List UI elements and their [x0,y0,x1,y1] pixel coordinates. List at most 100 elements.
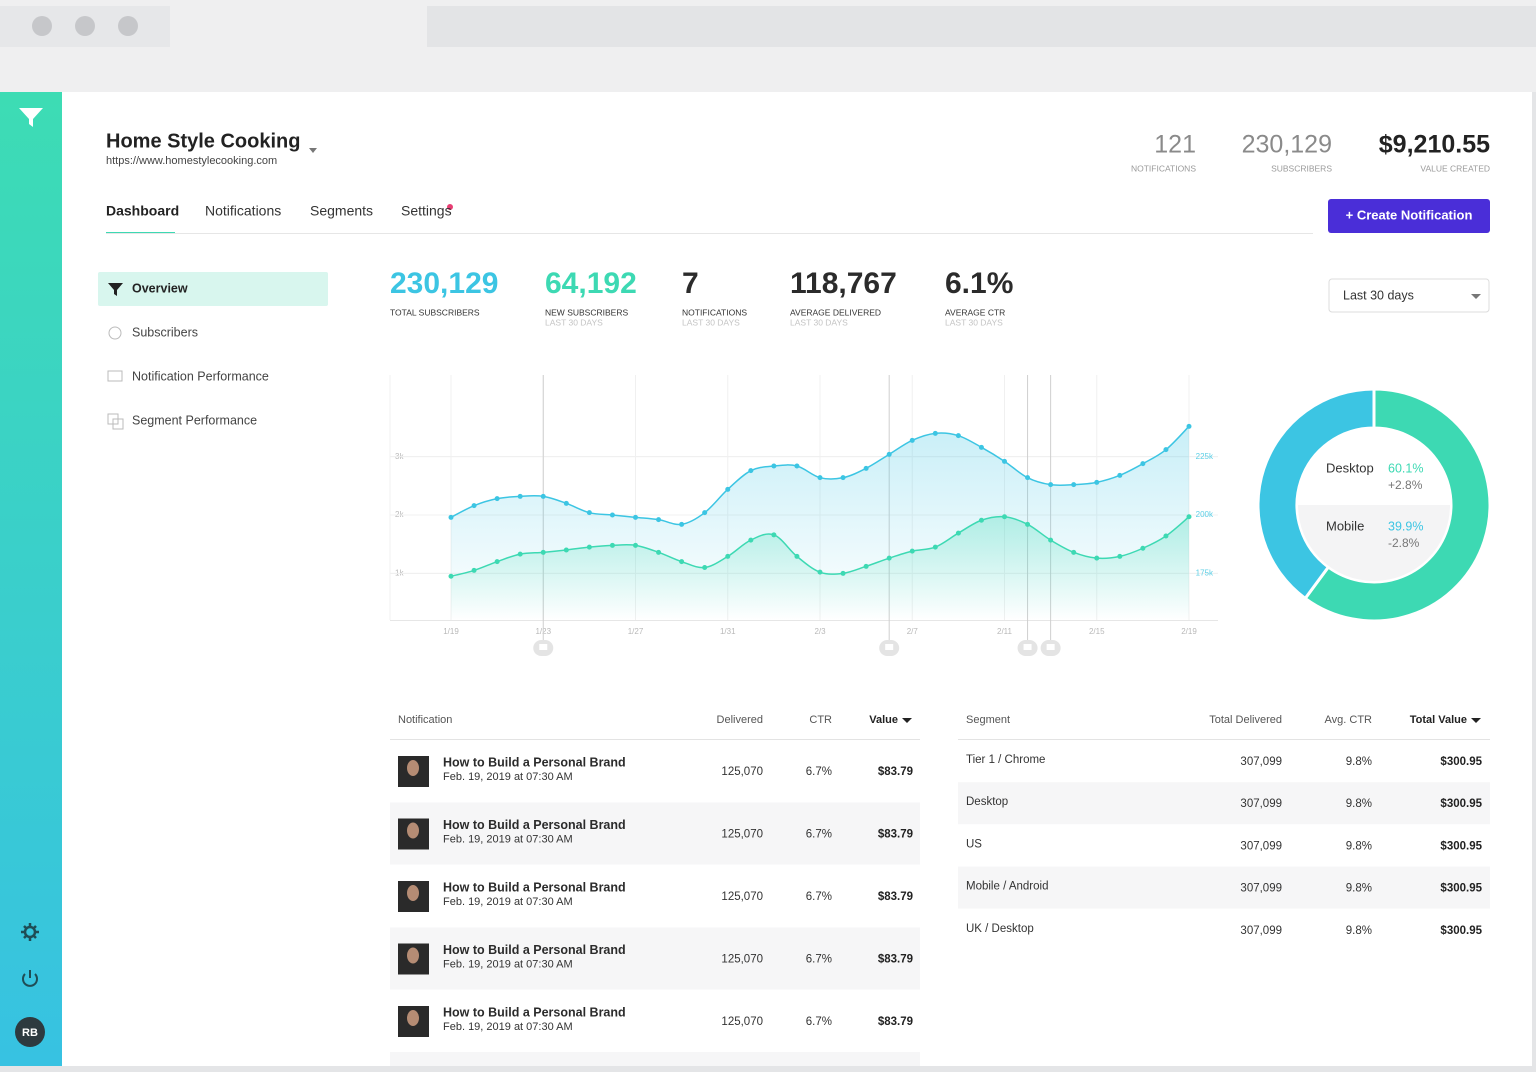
sidebar [0,92,62,1066]
segment-name[interactable]: Desktop [966,796,1008,808]
kpi-sublabel: LAST 30 DAYS [945,317,1003,327]
data-point [932,544,938,550]
site-dropdown[interactable] [309,148,317,153]
cell: 307,099 [1240,883,1282,895]
tab[interactable]: Segments [310,203,373,219]
notification-title[interactable]: How to Build a Personal Brand [443,880,626,894]
nav-item[interactable]: Overview [132,281,188,295]
cell: 125,070 [721,954,763,966]
window-button[interactable] [118,16,138,36]
nav-icon [107,370,123,382]
dropdown-caret [1471,294,1481,299]
cell: $300.95 [1440,883,1482,895]
x-tick-label: 2/3 [814,627,826,636]
date-dropdown[interactable] [1328,278,1490,313]
cell: $300.95 [1440,798,1482,810]
date-filter[interactable]: Last 30 days [1343,288,1414,302]
data-point [817,475,823,481]
data-point [978,517,984,523]
data-point [955,433,961,439]
data-point [448,573,454,579]
kpi-label: AVERAGE CTR [945,307,1005,317]
stat-value: 121 [1154,131,1196,159]
notification-title[interactable]: How to Build a Personal Brand [443,943,626,957]
segment-name[interactable]: UK / Desktop [966,923,1034,935]
table-row [958,782,1490,825]
cell: 6.7% [806,1016,832,1028]
kpi-value: 6.1% [945,267,1013,300]
data-point [932,430,938,436]
settings-icon[interactable] [21,923,39,941]
kpi-label: TOTAL SUBSCRIBERS [390,307,480,317]
kpi-value: 118,767 [790,267,897,300]
data-point [1071,482,1077,488]
nav-item[interactable]: Segment Performance [132,413,257,427]
data-point [517,551,523,557]
tab[interactable]: Notifications [205,203,281,219]
data-point [748,537,754,543]
button-label[interactable]: + Create Notification [1346,207,1473,222]
data-point [633,514,638,520]
data-point [725,486,731,492]
x-tick-label: 1/19 [443,627,459,636]
nav-active-bg [98,272,328,306]
data-point [955,530,961,536]
legend-change: -2.8% [1388,536,1420,550]
segment-name[interactable]: Mobile / Android [966,881,1048,893]
notification-title[interactable]: How to Build a Personal Brand [443,818,626,832]
cell: 125,070 [721,891,763,903]
cell: $300.95 [1440,840,1482,852]
notification-title[interactable]: How to Build a Personal Brand [443,1005,626,1019]
event-marker-icon [1023,644,1032,650]
x-tick-label: 2/15 [1089,627,1105,636]
logo[interactable] [19,108,43,127]
segment-name[interactable]: US [966,838,982,850]
data-point [1117,472,1123,478]
tab[interactable]: Dashboard [106,203,179,219]
window-button[interactable] [32,16,52,36]
data-point [1140,545,1146,551]
data-point [702,510,708,516]
data-point [586,544,592,550]
y2-tick-label: 175k [1196,568,1214,577]
power-icon[interactable] [22,970,38,987]
tab[interactable]: Settings [401,203,452,219]
table-header[interactable]: Avg. CTR [1325,714,1373,726]
data-point [679,559,685,565]
table-header[interactable]: CTR [809,714,832,726]
data-point [494,496,500,502]
segment-name[interactable]: Tier 1 / Chrome [966,754,1045,766]
donut-center-lower [1298,505,1450,581]
table-header[interactable]: Total Delivered [1209,714,1282,726]
cell: $300.95 [1440,925,1482,937]
data-point [840,570,846,576]
stat-label: NOTIFICATIONS [1131,163,1196,173]
kpi-value: 230,129 [390,267,498,300]
table-header[interactable]: Delivered [717,714,763,726]
site-name: Home Style Cooking [106,130,300,152]
data-point [586,510,592,516]
nav-item[interactable]: Subscribers [132,325,198,339]
data-point [656,549,662,555]
create-button[interactable] [1328,199,1490,233]
data-point [1048,537,1054,543]
data-point [725,553,731,559]
y2-tick-label: 225k [1196,452,1214,461]
avatar[interactable] [15,1017,45,1047]
cell: $300.95 [1440,756,1482,768]
kpi-sublabel: LAST 30 DAYS [682,317,740,327]
table-header[interactable]: Total Value [1410,714,1467,726]
legend-value: 60.1% [1388,461,1423,475]
x-tick-label: 2/19 [1181,627,1197,636]
notification-title[interactable]: How to Build a Personal Brand [443,755,626,769]
table-row [390,802,920,865]
cell: 125,070 [721,829,763,841]
nav-item[interactable]: Notification Performance [132,369,269,383]
notification-date: Feb. 19, 2019 at 07:30 AM [443,958,573,970]
window-button[interactable] [75,16,95,36]
table-header[interactable]: Value [869,714,898,726]
x-tick-label: 1/27 [628,627,644,636]
x-axis [390,620,1218,621]
table-header: Segment [966,714,1010,726]
